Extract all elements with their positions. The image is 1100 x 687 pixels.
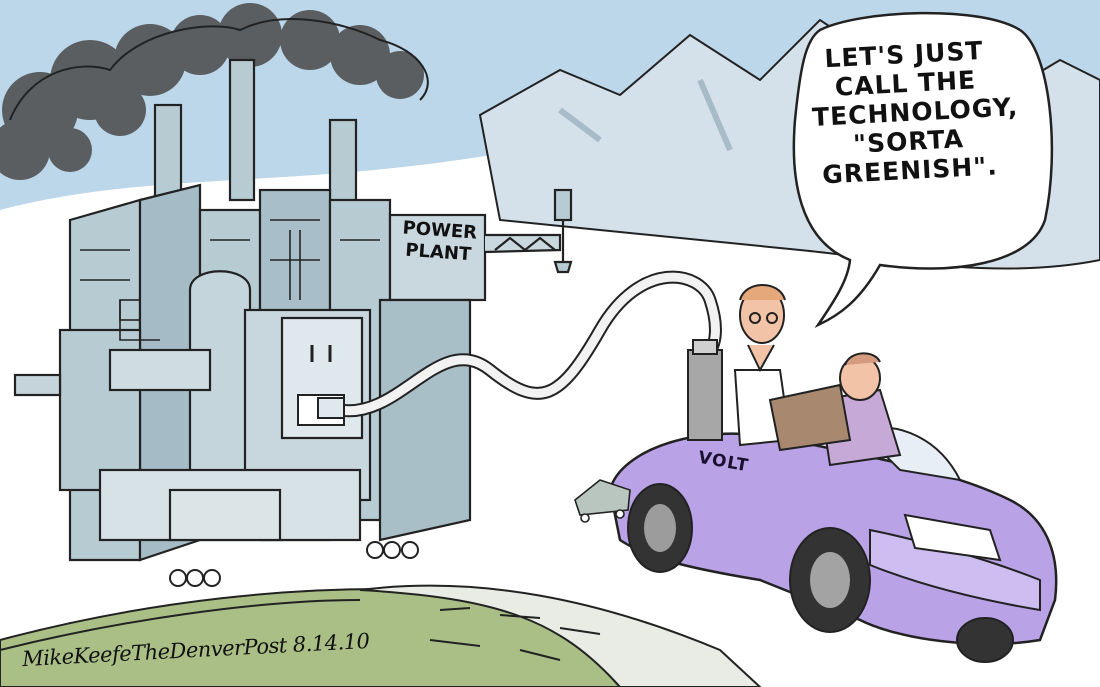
speech-bubble-text: LET'S JUST CALL THE TECHNOLOGY, "SORTA G… [808, 35, 1019, 190]
road [359, 584, 762, 687]
driver-figure [768, 352, 902, 467]
speech-bubble [792, 11, 1054, 328]
plant-wheels [169, 541, 419, 587]
distant-vehicle [574, 479, 631, 523]
power-plant-sign: POWER PLANT [392, 217, 487, 267]
smoke [0, 3, 424, 180]
